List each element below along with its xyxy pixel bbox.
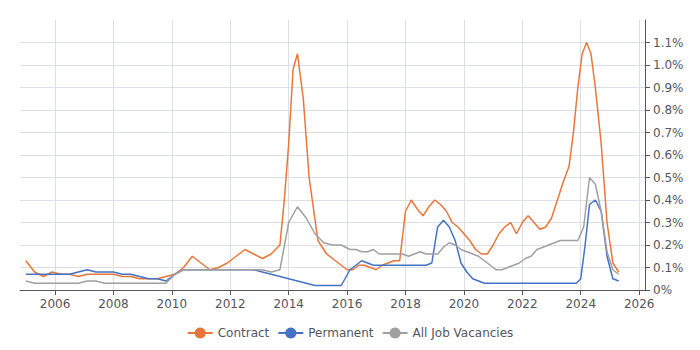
svg-text:0.7%: 0.7% [653,126,684,140]
svg-text:Contract: Contract [218,326,270,340]
svg-text:0.8%: 0.8% [653,103,684,117]
svg-text:0%: 0% [653,283,672,297]
svg-text:All Job Vacancies: All Job Vacancies [413,326,514,340]
svg-text:2024: 2024 [565,297,596,311]
svg-text:2020: 2020 [449,297,480,311]
svg-text:0.6%: 0.6% [653,148,684,162]
svg-text:2016: 2016 [332,297,363,311]
svg-text:2026: 2026 [624,297,655,311]
svg-text:2014: 2014 [273,297,304,311]
svg-text:0.2%: 0.2% [653,238,684,252]
svg-text:0.1%: 0.1% [653,261,684,275]
svg-text:2010: 2010 [157,297,188,311]
svg-text:0.3%: 0.3% [653,216,684,230]
svg-text:0.9%: 0.9% [653,81,684,95]
svg-text:1.0%: 1.0% [653,58,684,72]
svg-text:2012: 2012 [215,297,246,311]
svg-text:2022: 2022 [507,297,538,311]
svg-text:Permanent: Permanent [308,326,374,340]
svg-text:0.4%: 0.4% [653,193,684,207]
svg-text:1.1%: 1.1% [653,36,684,50]
svg-text:0.5%: 0.5% [653,171,684,185]
svg-text:2018: 2018 [390,297,421,311]
svg-text:2006: 2006 [40,297,71,311]
svg-text:2008: 2008 [98,297,129,311]
